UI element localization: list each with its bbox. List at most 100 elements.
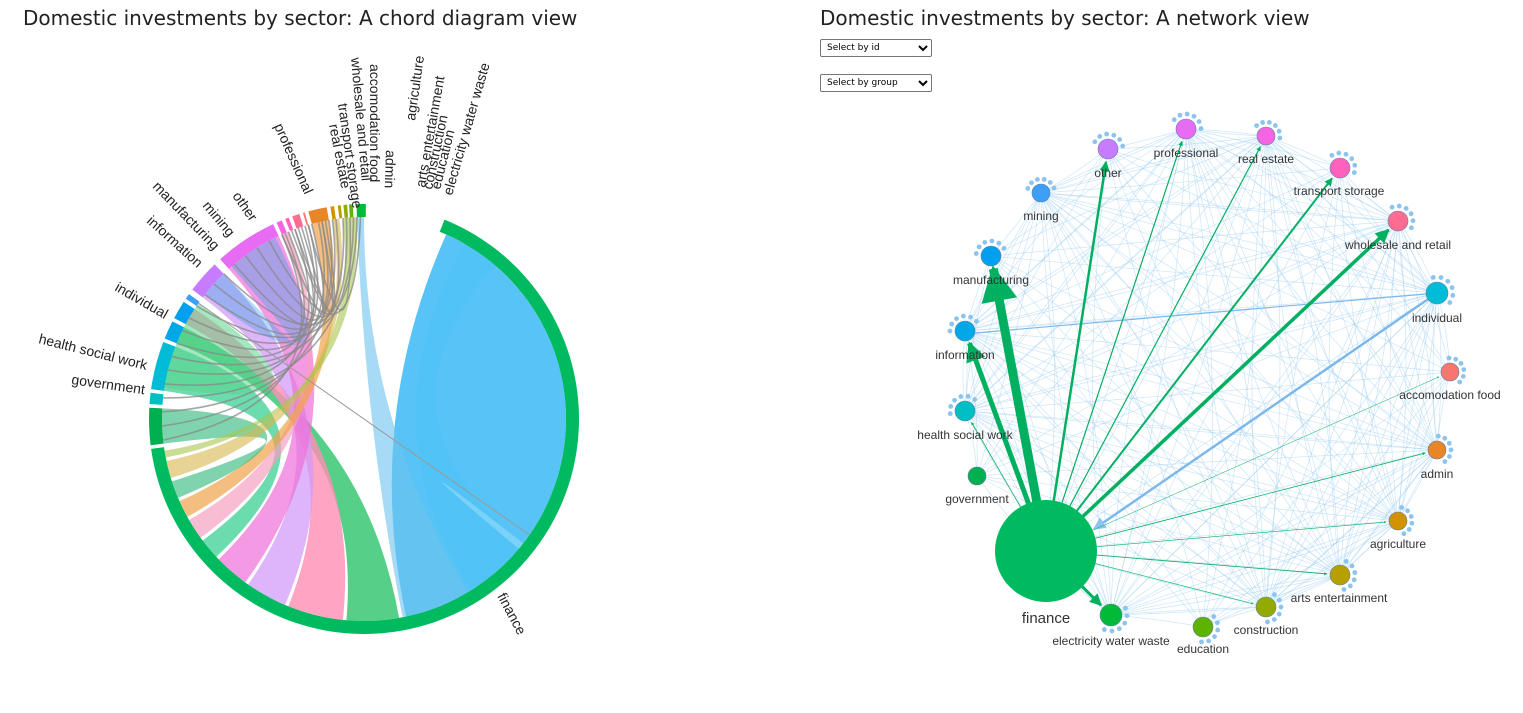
network-node-electricity-water-waste[interactable] xyxy=(1099,603,1123,627)
network-edge xyxy=(1110,135,1267,616)
network-edge xyxy=(1185,128,1267,608)
network-node-individual[interactable] xyxy=(1425,281,1449,305)
network-node-manufacturing[interactable] xyxy=(980,245,1002,267)
network-arrowhead xyxy=(1448,447,1454,453)
network-arrowhead xyxy=(1199,639,1204,645)
node-label-other: other xyxy=(1094,166,1121,180)
network-edge xyxy=(1202,220,1399,628)
chord-arc-information[interactable] xyxy=(164,321,185,344)
network-arrowhead xyxy=(1396,203,1402,209)
chord-arc-health-social-work[interactable] xyxy=(149,392,164,405)
network-node-information[interactable] xyxy=(954,320,976,342)
select-by-id-dropdown[interactable]: Select by id xyxy=(820,39,932,57)
network-edge xyxy=(1339,167,1399,522)
network-edge xyxy=(1265,371,1451,608)
network-arrowhead xyxy=(1458,361,1464,366)
node-label-education: education xyxy=(1177,642,1229,656)
network-node-professional[interactable] xyxy=(1175,118,1197,140)
network-node-mining[interactable] xyxy=(1031,183,1051,203)
network-edge xyxy=(1040,192,1267,608)
network-edge xyxy=(964,135,1267,412)
network-edge xyxy=(1265,449,1438,608)
network-edge xyxy=(976,192,1042,477)
chord-arc-other[interactable] xyxy=(192,264,224,298)
chord-ribbon xyxy=(189,231,313,538)
network-edge xyxy=(1107,135,1267,150)
network-node-arts-entertainment[interactable] xyxy=(1329,564,1351,586)
network-node-accomodation-food[interactable] xyxy=(1440,362,1460,382)
network-edge xyxy=(990,128,1187,257)
network-edge xyxy=(1040,135,1267,194)
network-edge-finance-arts-entertainment xyxy=(1090,554,1328,576)
network-node-wholesale-and-retail[interactable] xyxy=(1387,210,1409,232)
network-edge xyxy=(964,220,1399,412)
chord-arc-real-estate[interactable] xyxy=(276,220,287,235)
network-arrowhead xyxy=(1278,604,1284,610)
network-node-agriculture[interactable] xyxy=(1388,511,1408,531)
network-edge xyxy=(1251,135,1267,608)
network-edge xyxy=(1185,128,1399,522)
node-label-individual: individual xyxy=(1412,311,1462,325)
network-edge xyxy=(1265,135,1438,294)
chord-arc-professional[interactable] xyxy=(220,224,279,269)
network-node-transport-storage[interactable] xyxy=(1329,157,1351,179)
network-edge xyxy=(1185,128,1438,294)
network-arrowhead xyxy=(1109,628,1115,634)
network-edge xyxy=(1202,520,1399,628)
select-by-group-dropdown[interactable]: Select by group xyxy=(820,74,932,92)
network-edge xyxy=(1328,167,1341,576)
chord-arc-arts-entertainment[interactable] xyxy=(337,205,343,219)
chord-arc-accomodation-food[interactable] xyxy=(302,212,309,226)
network-node-finance[interactable] xyxy=(995,500,1097,602)
network-edge xyxy=(964,330,1267,608)
network-arrowhead xyxy=(1445,278,1451,284)
network-edge xyxy=(976,220,1399,477)
chord-arc-construction[interactable] xyxy=(343,204,349,218)
network-arrowhead xyxy=(1111,132,1117,138)
network-node-government[interactable] xyxy=(967,466,987,486)
network-edge xyxy=(1397,292,1438,522)
network-node-admin[interactable] xyxy=(1427,440,1447,460)
network-edge xyxy=(1185,128,1438,451)
chord-arc-agriculture[interactable] xyxy=(330,206,336,220)
network-edge-finance-other xyxy=(1051,160,1110,507)
network-edge xyxy=(1397,292,1438,522)
chord-arc-government[interactable] xyxy=(148,407,164,446)
network-node-real-estate[interactable] xyxy=(1256,126,1276,146)
network-node-other[interactable] xyxy=(1097,138,1119,160)
node-label-finance: finance xyxy=(1022,610,1070,627)
chord-arc-education[interactable] xyxy=(349,204,354,218)
chord-label-individual: individual xyxy=(113,279,172,322)
network-edge xyxy=(1265,135,1438,451)
network-edge xyxy=(964,128,1187,332)
chord-title: Domestic investments by sector: A chord … xyxy=(23,6,578,30)
network-edge xyxy=(964,148,1109,332)
network-arrowhead xyxy=(1104,131,1110,137)
chord-arc-wholesale-and-retail[interactable] xyxy=(292,213,304,229)
network-arrowhead xyxy=(982,239,988,245)
chord-flow xyxy=(294,220,336,313)
chord-flow xyxy=(198,302,530,536)
network-node-health-social-work[interactable] xyxy=(954,400,976,422)
network-arrowhead xyxy=(1347,583,1353,589)
network-arrowhead xyxy=(1272,592,1277,598)
network-panel: Domestic investments by sector: A networ… xyxy=(760,0,1523,713)
chord-arc-individual[interactable] xyxy=(151,341,176,391)
network-edge xyxy=(1265,449,1438,608)
network-edge xyxy=(964,330,1438,451)
chord-arc-mining[interactable] xyxy=(185,294,200,307)
chord-arc-admin[interactable] xyxy=(308,207,329,224)
network-edge xyxy=(1202,292,1438,628)
chord-arc-manufacturing[interactable] xyxy=(174,301,195,325)
chord-arc-transport-storage[interactable] xyxy=(285,217,294,232)
network-arrowhead xyxy=(1041,176,1047,182)
network-node-construction[interactable] xyxy=(1255,596,1277,618)
network-arrowhead xyxy=(1025,185,1031,191)
network-arrowhead xyxy=(1276,611,1282,617)
network-graph[interactable]: other professional real estate transport… xyxy=(760,0,1523,713)
network-node-education[interactable] xyxy=(1192,616,1214,638)
node-label-wholesale-and-retail: wholesale and retail xyxy=(1344,238,1451,252)
chord-arc-electricity-water-waste[interactable] xyxy=(356,204,366,218)
network-edge xyxy=(964,410,1204,628)
network-edge xyxy=(1185,128,1399,522)
